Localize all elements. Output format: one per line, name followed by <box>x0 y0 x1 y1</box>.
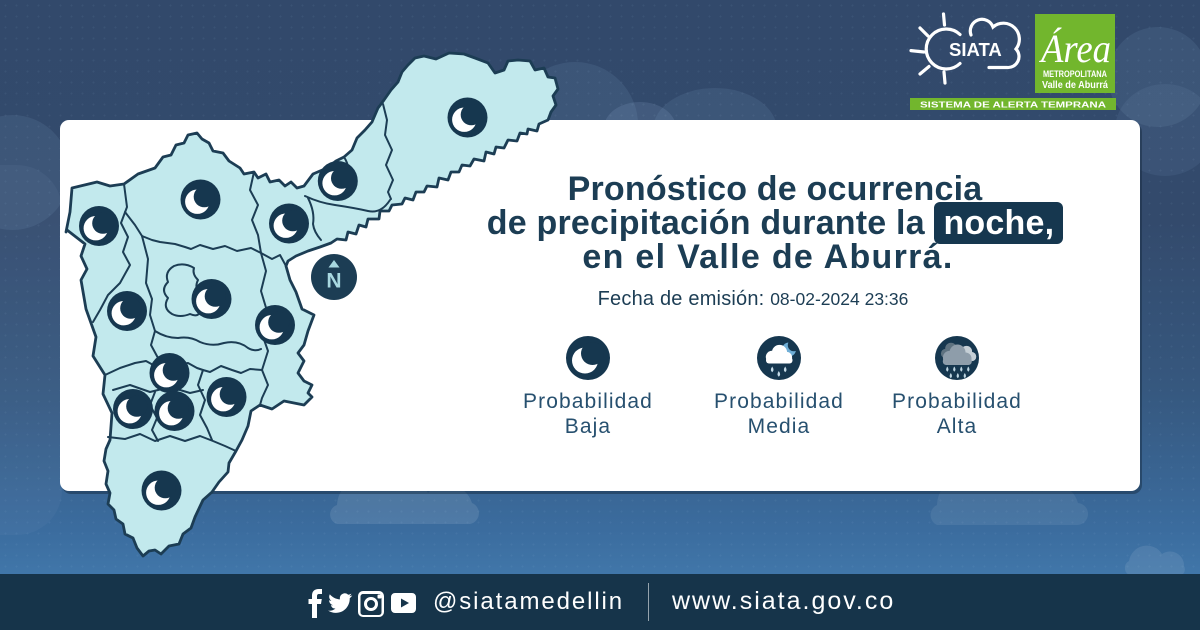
svg-text:Valle de Aburrá: Valle de Aburrá <box>1042 79 1108 91</box>
svg-text:SIATA: SIATA <box>949 39 1002 60</box>
svg-text:SISTEMA DE ALERTA TEMPRANA: SISTEMA DE ALERTA TEMPRANA <box>920 101 1106 110</box>
svg-text:METROPOLITANA: METROPOLITANA <box>1043 69 1107 80</box>
svg-text:Área: Área <box>1038 26 1111 71</box>
svg-text:N: N <box>326 270 341 293</box>
